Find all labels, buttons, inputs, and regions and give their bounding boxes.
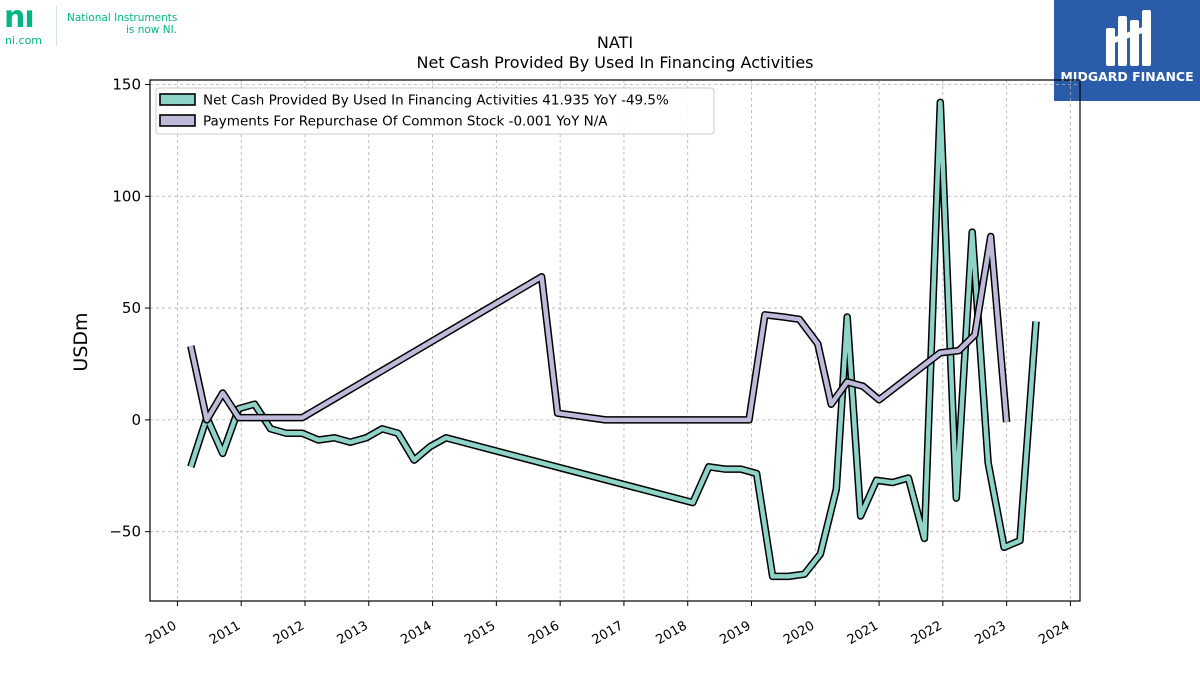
legend: Net Cash Provided By Used In Financing A… [155,87,715,135]
y-tick-label: −50 [109,523,141,541]
ni-logo-domain: ni.com [5,34,43,47]
y-tick-label: 0 [131,411,141,429]
x-tick-label: 2014 [398,618,434,648]
ni-logo-tagline-1: National Instruments [67,12,178,24]
x-tick-label: 2022 [909,618,945,648]
x-tick-label: 2020 [781,618,817,648]
legend-swatch-repurchase [159,114,196,127]
legend-box [155,87,715,135]
midgard-finance-name: MIDGARD FINANCE [1060,69,1194,84]
x-tick-label: 2012 [271,618,307,648]
x-tick-label: 2011 [207,618,243,648]
x-tick-label: 2017 [590,618,626,648]
legend-label-financing: Net Cash Provided By Used In Financing A… [203,93,669,109]
x-tick-label: 2024 [1036,618,1072,648]
y-ticks: 150 100 50 0 −50 [109,75,150,541]
legend-label-repurchase: Payments For Repurchase Of Common Stock … [203,114,608,130]
chart-subtitle: Net Cash Provided By Used In Financing A… [416,53,813,72]
x-ticks: 2010 2011 2012 2013 2014 2015 2016 2017 2018 2019… [143,601,1072,648]
legend-swatch-financing [159,93,196,106]
y-tick-label: 100 [112,187,141,205]
ni-logo: nı ni.com National Instruments is now NI… [4,0,194,48]
midgard-finance-mark-icon [1106,10,1151,66]
y-axis-label: USDm [70,312,92,371]
x-tick-label: 2013 [335,618,371,648]
y-tick-label: 50 [122,299,141,317]
x-tick-label: 2019 [717,618,753,648]
ni-logo-mark: nı [4,0,35,35]
series-layer [187,98,1040,581]
x-tick-label: 2018 [654,618,690,648]
y-tick-label: 150 [112,75,141,93]
ni-logo-divider [56,6,57,46]
x-tick-label: 2016 [526,618,562,648]
series-0-outline [187,98,1040,581]
ni-logo-tagline-2: is now NI. [126,24,178,36]
plot-frame [149,79,1081,602]
series-1-line [188,234,1009,423]
x-tick-label: 2010 [143,618,179,648]
series-0-line [188,100,1039,579]
x-tick-label: 2023 [972,618,1008,648]
chart-title: NATI [597,33,633,52]
x-tick-label: 2015 [462,618,498,648]
x-tick-label: 2021 [845,618,881,648]
midgard-finance-logo: MIDGARD FINANCE [1054,0,1200,101]
